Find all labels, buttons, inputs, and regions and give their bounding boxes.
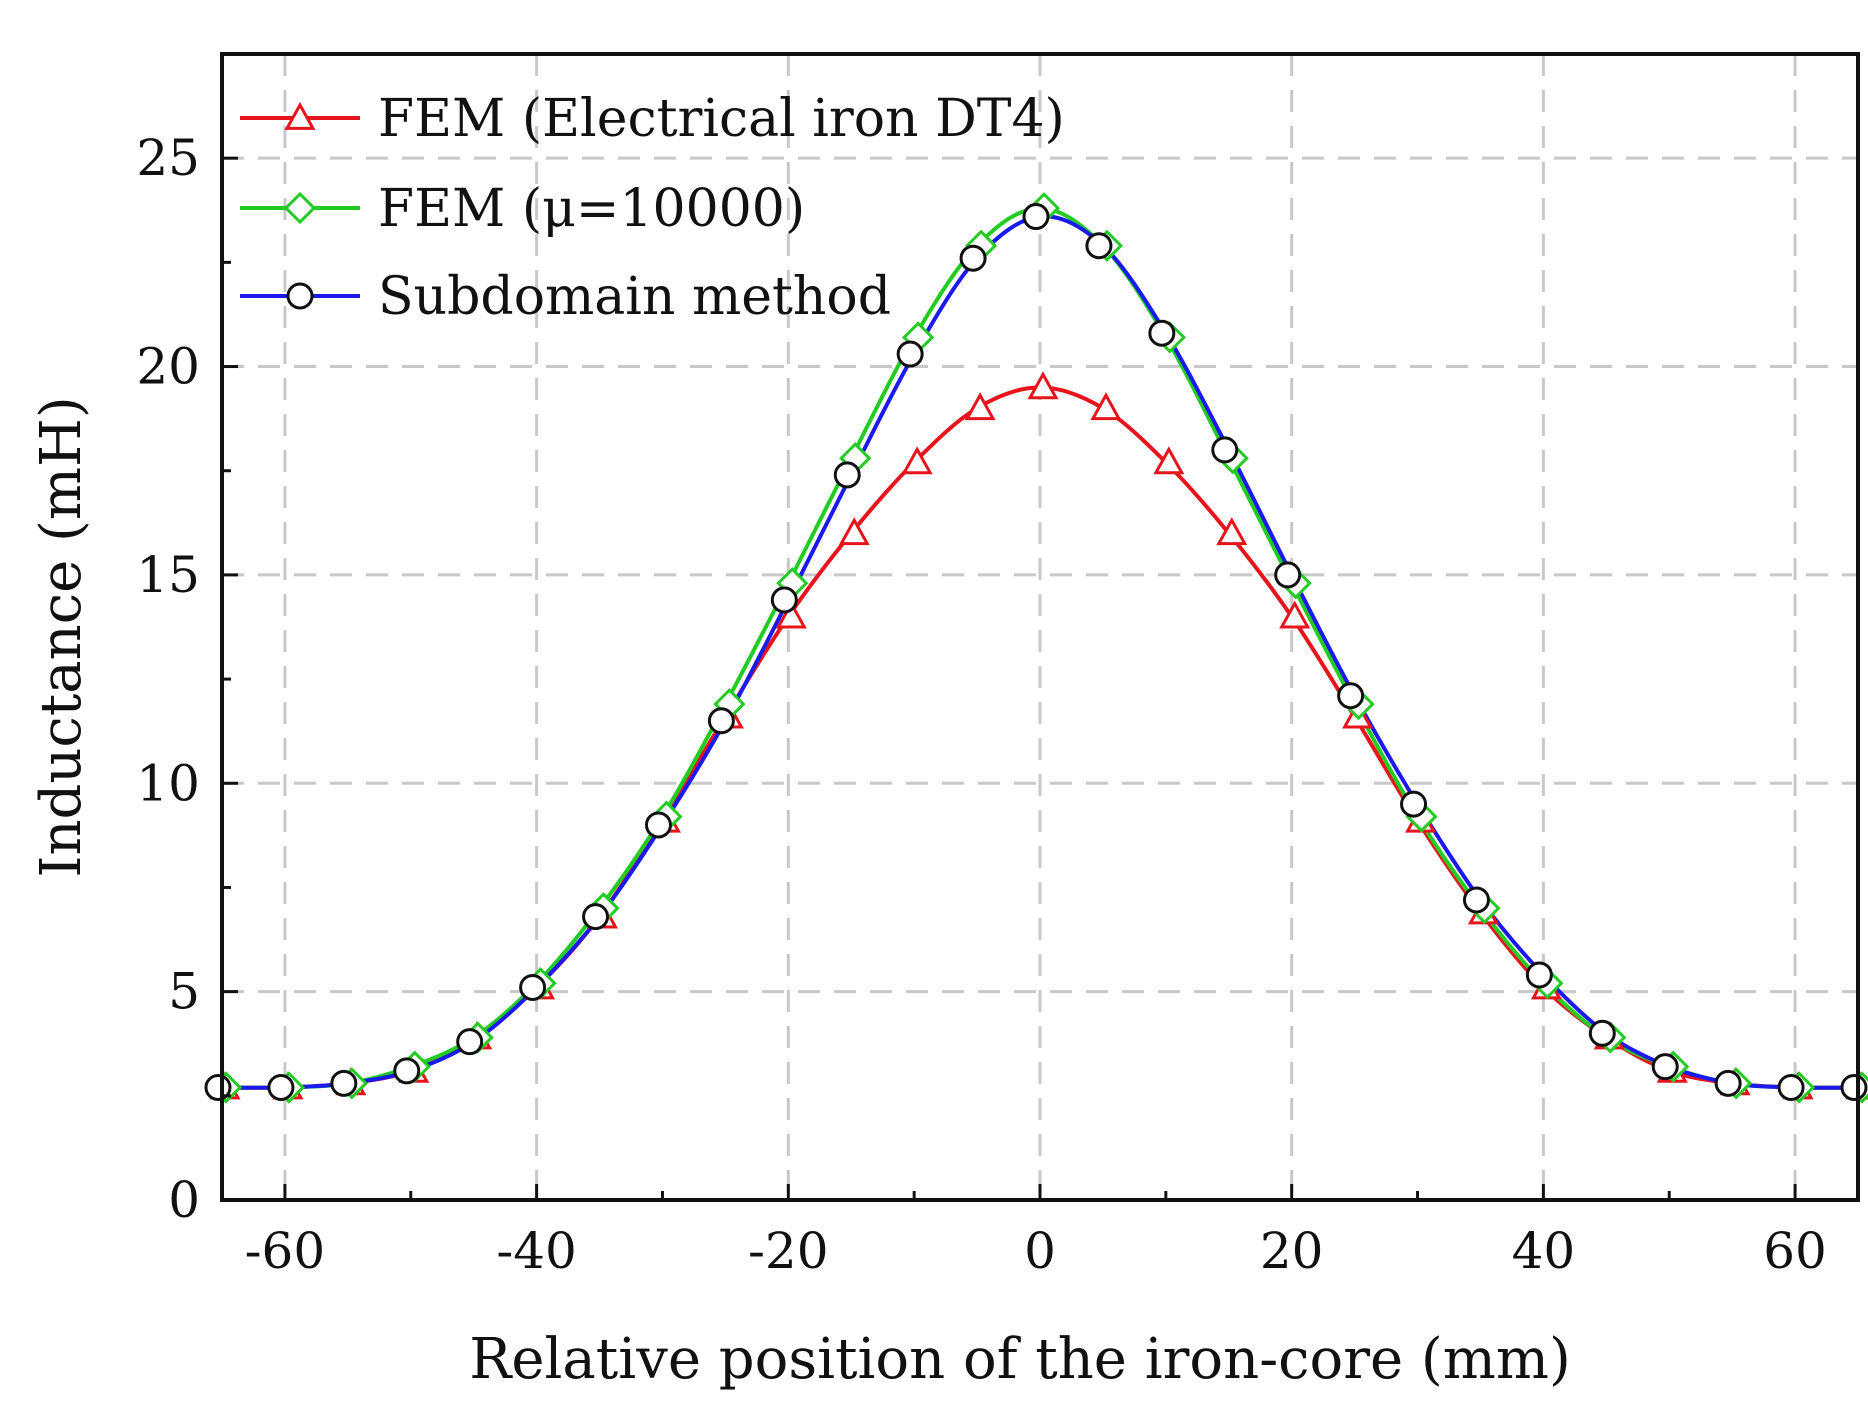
- data-point-circle: [456, 1028, 484, 1056]
- x-axis-title: Relative position of the iron-core (mm): [469, 1327, 1571, 1392]
- legend-marker-diamond-icon: [283, 191, 317, 225]
- y-tick-labels: 0 5 10 15 20 25: [136, 129, 200, 1229]
- data-point-circle: [1211, 436, 1239, 464]
- y-tick-label: 0: [168, 1171, 200, 1229]
- data-point-triangle: [1027, 371, 1059, 400]
- series-points-triangle: [209, 371, 1868, 1100]
- series-layer: [204, 192, 1868, 1104]
- series-points-circle: [204, 203, 1868, 1101]
- x-tick-label: 20: [1260, 1222, 1324, 1280]
- data-point-triangle: [1216, 517, 1248, 546]
- data-point-triangle: [964, 392, 996, 421]
- data-point-circle: [330, 1069, 358, 1097]
- data-point-triangle: [1153, 446, 1185, 475]
- data-point-circle: [1085, 232, 1113, 260]
- legend-marker: [286, 282, 314, 310]
- data-point-circle: [1274, 561, 1302, 589]
- y-tick-label: 25: [136, 129, 200, 187]
- data-point-circle: [393, 1057, 421, 1085]
- data-point-circle: [1588, 1019, 1616, 1047]
- legend-item-subdomain: Subdomain method: [240, 267, 891, 327]
- legend-marker-circle-icon: [286, 282, 314, 310]
- x-tick-label: 40: [1512, 1222, 1576, 1280]
- data-point-triangle: [1090, 392, 1122, 421]
- data-point-circle: [1714, 1069, 1742, 1097]
- x-tick-label: -40: [496, 1222, 577, 1280]
- legend-label: FEM (μ=10000): [378, 179, 805, 239]
- legend: FEM (Electrical iron DT4) FEM (μ=10000) …: [240, 89, 1065, 327]
- data-point-circle: [1525, 961, 1553, 989]
- data-point-triangle: [838, 517, 870, 546]
- data-point-circle: [1022, 203, 1050, 231]
- legend-marker: [284, 101, 316, 130]
- data-point-triangle: [775, 600, 807, 629]
- data-point-circle: [1462, 886, 1490, 914]
- x-tick-label: -60: [245, 1222, 326, 1280]
- data-point-triangle: [901, 446, 933, 475]
- legend-item-fem-mu: FEM (μ=10000): [240, 179, 805, 239]
- data-point-circle: [896, 340, 924, 368]
- y-tick-label: 15: [136, 546, 200, 604]
- data-point-circle: [582, 903, 610, 931]
- y-tick-label: 5: [168, 963, 200, 1021]
- axis-ticks: [222, 52, 1797, 1202]
- legend-label: Subdomain method: [378, 267, 891, 327]
- x-tick-label: 60: [1763, 1222, 1827, 1280]
- x-tick-labels: -60 -40 -20 0 20 40 60: [245, 1222, 1827, 1280]
- data-point-circle: [959, 244, 987, 272]
- y-axis-title: Inductance (mH): [29, 396, 94, 877]
- data-point-circle: [1777, 1073, 1805, 1101]
- grid: [222, 54, 1858, 1200]
- data-point-circle: [1148, 319, 1176, 347]
- data-point-circle: [1651, 1053, 1679, 1081]
- data-point-circle: [267, 1073, 295, 1101]
- legend-marker-triangle-icon: [284, 101, 316, 130]
- legend-label: FEM (Electrical iron DT4): [378, 89, 1065, 149]
- data-point-circle: [1337, 682, 1365, 710]
- data-point-circle: [833, 461, 861, 489]
- y-tick-label: 20: [136, 338, 200, 396]
- x-tick-label: -20: [748, 1222, 829, 1280]
- data-point-circle: [644, 811, 672, 839]
- data-point-circle: [707, 707, 735, 735]
- data-point-circle: [519, 973, 547, 1001]
- y-tick-label: 10: [136, 754, 200, 812]
- data-point-circle: [1400, 790, 1428, 818]
- data-point-triangle: [1279, 600, 1311, 629]
- data-point-circle: [1840, 1073, 1868, 1101]
- legend-marker: [283, 191, 317, 225]
- legend-item-fem-dt4: FEM (Electrical iron DT4): [240, 89, 1065, 149]
- x-tick-label: 0: [1024, 1222, 1056, 1280]
- data-point-circle: [770, 586, 798, 614]
